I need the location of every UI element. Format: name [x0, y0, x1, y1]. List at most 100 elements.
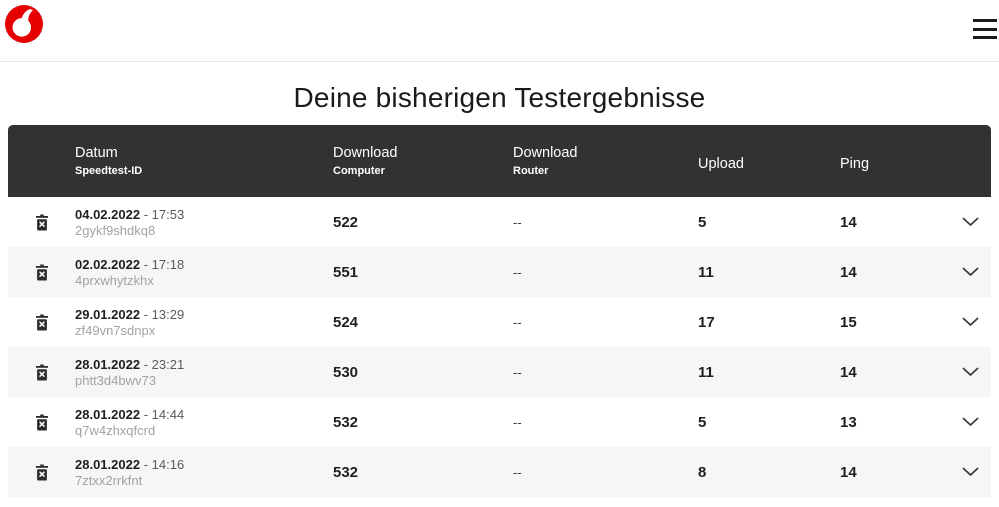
column-label: Ping: [840, 156, 870, 172]
expand-row-button[interactable]: [960, 415, 981, 429]
upload-value: 5: [698, 413, 707, 431]
vodafone-logo[interactable]: [5, 5, 43, 43]
chevron-down-icon: [962, 467, 979, 476]
speedtest-id: zf49vn7sdnpx: [75, 322, 156, 338]
upload-value: 11: [698, 363, 714, 381]
table-row: 28.01.2022 - 14:44 q7w4zhxqfcrd 532 -- 5…: [8, 397, 991, 447]
date-cell: 02.02.2022 - 17:18 4prxwhytzkhx: [75, 256, 333, 289]
hamburger-bar: [973, 27, 997, 31]
expand-row-button[interactable]: [960, 215, 981, 229]
result-time: 13:29: [151, 306, 185, 322]
table-header: Datum Speedtest-ID Download Computer Dow…: [8, 125, 991, 197]
column-label: Download: [513, 145, 578, 161]
result-time: 17:53: [151, 206, 185, 222]
trash-icon: [35, 314, 48, 330]
date-time-separator: -: [143, 306, 149, 322]
download-computer-value: 532: [333, 413, 359, 431]
chevron-down-icon: [962, 317, 979, 326]
result-time: 23:21: [151, 356, 185, 372]
top-bar: [0, 0, 999, 62]
trash-icon: [35, 214, 48, 230]
upload-value: 5: [698, 213, 707, 231]
column-header-download-computer: Download Computer: [333, 125, 513, 197]
expand-row-button[interactable]: [960, 265, 981, 279]
table-row: 28.01.2022 - 23:21 phtt3d4bwv73 530 -- 1…: [8, 347, 991, 397]
results-table: Datum Speedtest-ID Download Computer Dow…: [8, 125, 991, 497]
ping-value: 14: [840, 363, 857, 381]
result-date: 04.02.2022: [75, 206, 141, 222]
chevron-down-icon: [962, 417, 979, 426]
upload-value: 11: [698, 263, 714, 281]
download-router-value: --: [513, 314, 522, 330]
delete-result-button[interactable]: [33, 262, 51, 283]
date-cell: 29.01.2022 - 13:29 zf49vn7sdnpx: [75, 306, 333, 339]
chevron-down-icon: [962, 217, 979, 226]
column-label: Download: [333, 145, 398, 161]
date-cell: 28.01.2022 - 14:44 q7w4zhxqfcrd: [75, 406, 333, 439]
download-computer-value: 524: [333, 313, 359, 331]
table-row: 29.01.2022 - 13:29 zf49vn7sdnpx 524 -- 1…: [8, 297, 991, 347]
expand-row-button[interactable]: [960, 465, 981, 479]
header-spacer: [8, 125, 75, 197]
chevron-down-icon: [962, 267, 979, 276]
header-spacer: [950, 125, 991, 197]
chevron-down-icon: [962, 367, 979, 376]
result-date: 29.01.2022: [75, 306, 141, 322]
result-date: 02.02.2022: [75, 256, 141, 272]
result-time: 14:44: [151, 406, 185, 422]
column-label: Upload: [698, 156, 744, 172]
speedtest-id: 2gykf9shdkq8: [75, 222, 156, 238]
table-body: 04.02.2022 - 17:53 2gykf9shdkq8 522 -- 5…: [8, 197, 991, 497]
hamburger-menu-icon[interactable]: [973, 19, 997, 39]
column-header-datum: Datum Speedtest-ID: [75, 125, 333, 197]
column-header-upload: Upload: [698, 125, 840, 197]
column-label: Datum: [75, 145, 118, 161]
download-router-value: --: [513, 364, 522, 380]
ping-value: 15: [840, 313, 857, 331]
trash-icon: [35, 264, 48, 280]
expand-row-button[interactable]: [960, 315, 981, 329]
column-sublabel: Speedtest-ID: [75, 165, 143, 177]
download-computer-value: 522: [333, 213, 359, 231]
speedtest-id: 4prxwhytzkhx: [75, 272, 154, 288]
column-header-download-router: Download Router: [513, 125, 698, 197]
result-time: 17:18: [151, 256, 185, 272]
ping-value: 14: [840, 263, 857, 281]
result-date: 28.01.2022: [75, 356, 141, 372]
date-time-separator: -: [143, 456, 149, 472]
speedtest-id: 7ztxx2rrkfnt: [75, 472, 143, 488]
download-computer-value: 530: [333, 363, 359, 381]
delete-result-button[interactable]: [33, 312, 51, 333]
hamburger-bar: [973, 36, 997, 39]
download-computer-value: 532: [333, 463, 359, 481]
date-time-separator: -: [143, 406, 149, 422]
speedtest-id: q7w4zhxqfcrd: [75, 422, 156, 438]
trash-icon: [35, 364, 48, 380]
ping-value: 14: [840, 463, 857, 481]
download-router-value: --: [513, 464, 522, 480]
table-row: 28.01.2022 - 14:16 7ztxx2rrkfnt 532 -- 8…: [8, 447, 991, 497]
column-header-ping: Ping: [840, 125, 950, 197]
expand-row-button[interactable]: [960, 365, 981, 379]
date-time-separator: -: [143, 206, 149, 222]
trash-icon: [35, 414, 48, 430]
result-time: 14:16: [151, 456, 185, 472]
download-router-value: --: [513, 264, 522, 280]
ping-value: 14: [840, 213, 857, 231]
table-row: 02.02.2022 - 17:18 4prxwhytzkhx 551 -- 1…: [8, 247, 991, 297]
date-cell: 04.02.2022 - 17:53 2gykf9shdkq8: [75, 206, 333, 239]
date-time-separator: -: [143, 256, 149, 272]
table-row: 04.02.2022 - 17:53 2gykf9shdkq8 522 -- 5…: [8, 197, 991, 247]
upload-value: 17: [698, 313, 715, 331]
delete-result-button[interactable]: [33, 462, 51, 483]
result-date: 28.01.2022: [75, 406, 141, 422]
date-time-separator: -: [143, 356, 149, 372]
ping-value: 13: [840, 413, 857, 431]
upload-value: 8: [698, 463, 707, 481]
delete-result-button[interactable]: [33, 212, 51, 233]
delete-result-button[interactable]: [33, 412, 51, 433]
download-computer-value: 551: [333, 263, 359, 281]
speedtest-id: phtt3d4bwv73: [75, 372, 156, 388]
delete-result-button[interactable]: [33, 362, 51, 383]
trash-icon: [35, 464, 48, 480]
